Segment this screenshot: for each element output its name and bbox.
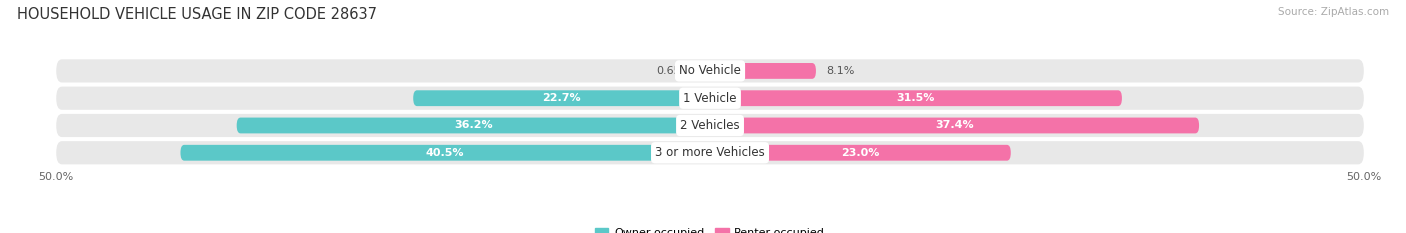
Text: 8.1%: 8.1%	[827, 66, 855, 76]
Text: 0.65%: 0.65%	[655, 66, 692, 76]
Text: 2 Vehicles: 2 Vehicles	[681, 119, 740, 132]
FancyBboxPatch shape	[236, 118, 710, 133]
Text: 40.5%: 40.5%	[426, 148, 464, 158]
Text: 1 Vehicle: 1 Vehicle	[683, 92, 737, 105]
Text: 23.0%: 23.0%	[841, 148, 880, 158]
FancyBboxPatch shape	[413, 90, 710, 106]
Legend: Owner-occupied, Renter-occupied: Owner-occupied, Renter-occupied	[591, 223, 830, 233]
FancyBboxPatch shape	[710, 118, 1199, 133]
Text: 31.5%: 31.5%	[897, 93, 935, 103]
FancyBboxPatch shape	[710, 145, 1011, 161]
Text: No Vehicle: No Vehicle	[679, 64, 741, 77]
Text: Source: ZipAtlas.com: Source: ZipAtlas.com	[1278, 7, 1389, 17]
FancyBboxPatch shape	[56, 141, 1364, 164]
Text: 22.7%: 22.7%	[543, 93, 581, 103]
FancyBboxPatch shape	[56, 87, 1364, 110]
FancyBboxPatch shape	[180, 145, 710, 161]
FancyBboxPatch shape	[710, 90, 1122, 106]
Text: 36.2%: 36.2%	[454, 120, 492, 130]
FancyBboxPatch shape	[710, 63, 815, 79]
FancyBboxPatch shape	[702, 63, 710, 79]
FancyBboxPatch shape	[56, 59, 1364, 82]
Text: HOUSEHOLD VEHICLE USAGE IN ZIP CODE 28637: HOUSEHOLD VEHICLE USAGE IN ZIP CODE 2863…	[17, 7, 377, 22]
Text: 3 or more Vehicles: 3 or more Vehicles	[655, 146, 765, 159]
FancyBboxPatch shape	[56, 114, 1364, 137]
Text: 37.4%: 37.4%	[935, 120, 974, 130]
